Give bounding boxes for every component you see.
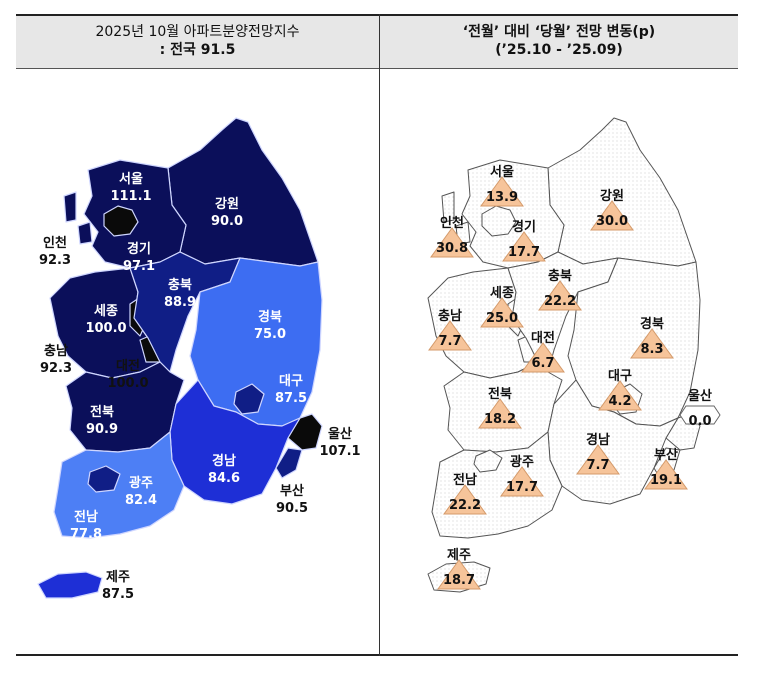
left-region-value: 90.0: [211, 214, 243, 229]
region-busan: [275, 447, 303, 479]
right-title-line1: ‘전월’ 대비 ‘당월’ 전망 변동(p): [462, 24, 656, 40]
left-region-value: 88.9: [164, 295, 196, 310]
right-panel-header: ‘전월’ 대비 ‘당월’ 전망 변동(p) (’25.10 - ’25.09): [380, 16, 738, 68]
left-region-name: 경남: [212, 453, 236, 469]
figure-frame: 2025년 10월 아파트분양전망지수 : 전국 91.5 ‘전월’ 대비 ‘당…: [16, 14, 738, 656]
left-region-name: 강원: [215, 196, 239, 212]
region-jeju: [37, 571, 103, 599]
region-incheon: [63, 191, 93, 245]
left-region-value: 77.8: [70, 527, 102, 542]
left-region-name: 세종: [94, 304, 118, 319]
left-region-value: 107.1: [319, 444, 360, 459]
left-region-value: 100.0: [107, 376, 148, 391]
left-region-value: 92.3: [39, 253, 71, 268]
left-region-value: 87.5: [102, 587, 134, 602]
left-region-name: 경기: [127, 241, 151, 257]
left-region-name: 충남: [44, 343, 68, 359]
left-region-value: 75.0: [254, 327, 286, 342]
left-region-name: 부산: [280, 483, 304, 499]
left-region-value: 84.6: [208, 471, 240, 486]
left-region-value: 82.4: [125, 493, 157, 508]
left-region-name: 경북: [258, 309, 282, 325]
region-chungbuk: [129, 251, 241, 373]
right-title-line2: (’25.10 - ’25.09): [495, 42, 623, 58]
left-region-value: 97.1: [123, 259, 155, 274]
top-rule: [16, 14, 738, 16]
left-region-name: 전북: [90, 404, 114, 420]
region-seoul: [103, 205, 139, 237]
left-title-line1: 2025년 10월 아파트분양전망지수: [95, 24, 300, 40]
left-region-name: 대구: [279, 374, 303, 389]
left-region-value: 90.5: [276, 501, 308, 516]
region-jeonnam: [53, 431, 185, 539]
left-panel-header: 2025년 10월 아파트분양전망지수 : 전국 91.5: [16, 16, 379, 68]
region-gwangju: [87, 465, 121, 493]
left-region-name: 광주: [129, 476, 153, 491]
left-choropleth-map: 서울 111.1 경기 97.1 인천 92.3 강원 90.0 충북 88.9 세종 100.0 충남…: [37, 117, 361, 602]
region-gangwon: [167, 117, 319, 267]
left-region-name: 전남: [74, 509, 98, 525]
bottom-rule: [16, 654, 738, 656]
left-region-name: 서울: [119, 171, 143, 187]
left-region-name: 울산: [328, 426, 352, 442]
left-title-line2: : 전국 91.5: [159, 42, 236, 58]
left-region-value: 90.9: [86, 422, 118, 437]
left-region-name: 대전: [116, 358, 140, 374]
panel-divider: [379, 14, 380, 656]
left-region-value: 92.3: [40, 361, 72, 376]
left-region-name: 인천: [43, 235, 67, 251]
left-region-value: 87.5: [275, 391, 307, 406]
header-rule: [16, 68, 738, 69]
region-daegu: [233, 383, 265, 415]
left-region-name: 충북: [168, 277, 192, 293]
left-region-value: 111.1: [110, 189, 151, 204]
left-region-value: 100.0: [85, 321, 126, 336]
left-region-name: 제주: [106, 570, 130, 585]
